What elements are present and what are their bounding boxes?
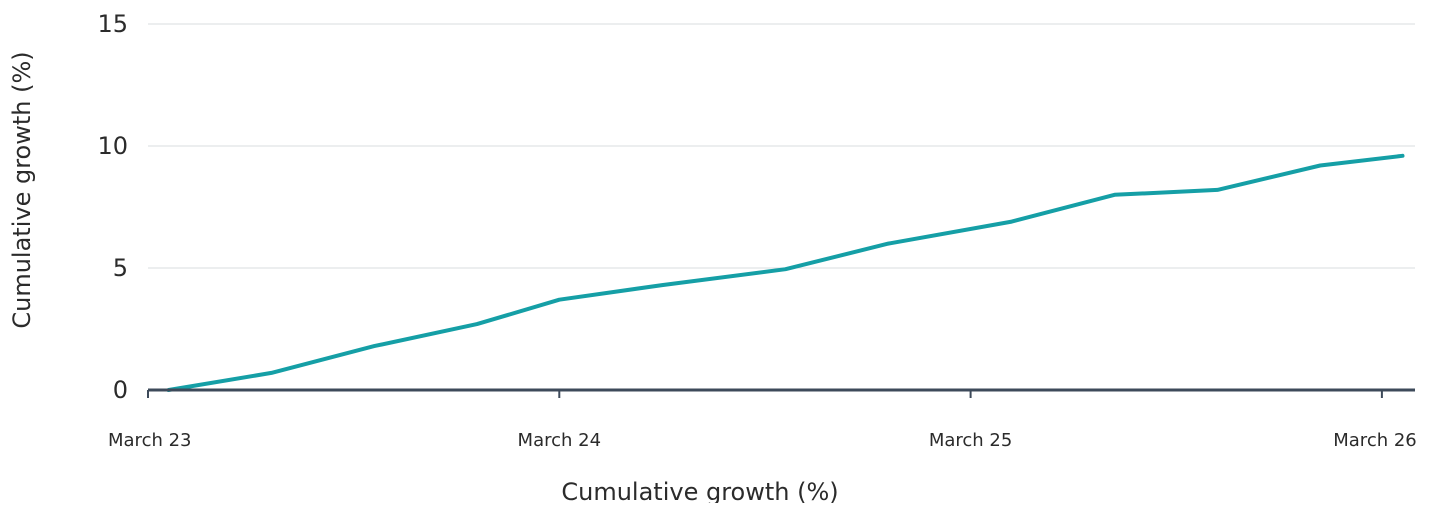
x-tick-label: March 24	[518, 430, 602, 451]
x-tick-label: March 23	[108, 430, 192, 451]
y-tick-label: 5	[113, 254, 128, 282]
y-tick-label: 10	[97, 132, 128, 160]
series-line	[169, 156, 1403, 390]
gridlines	[148, 24, 1415, 268]
y-axis-ticks: 0 5 10 15	[97, 10, 128, 404]
x-tick-label: March 26	[1333, 430, 1417, 451]
y-tick-label: 15	[97, 10, 128, 38]
y-tick-label: 0	[113, 376, 128, 404]
x-axis-title: Cumulative growth (%)	[561, 478, 838, 503]
x-axis-ticks: March 23 March 24 March 25 March 26	[108, 390, 1417, 451]
series-lines	[169, 156, 1403, 390]
y-axis-title: Cumulative growth (%)	[8, 51, 36, 328]
x-tick-label: March 25	[929, 430, 1013, 451]
